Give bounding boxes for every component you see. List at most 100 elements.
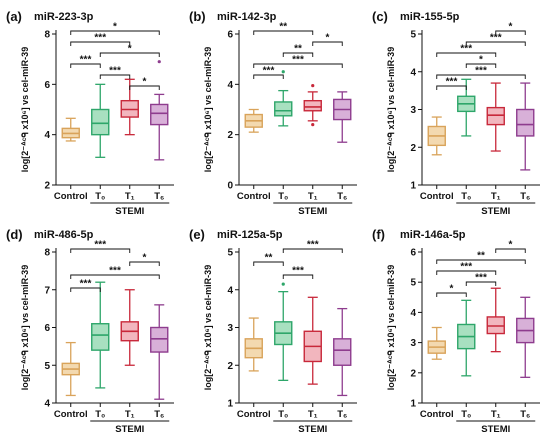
- box-iqr: [333, 338, 352, 366]
- group-label: STEMI: [298, 424, 327, 435]
- significance-label: ***: [475, 273, 487, 284]
- box-1: [61, 117, 80, 142]
- box-1: [427, 326, 446, 360]
- significance-label: ***: [94, 240, 106, 251]
- x-tick-label: T₆: [520, 191, 530, 202]
- chart-svg: (a) miR-223-3p log[2⁻ᐞᶜᑫ x10⁶] vs cel-miR-…: [6, 9, 174, 217]
- bracket-line: [495, 248, 526, 253]
- box-iqr: [150, 326, 169, 353]
- box-iqr: [486, 106, 505, 126]
- box-3: [120, 78, 139, 136]
- group-label: STEMI: [115, 424, 144, 435]
- box-iqr: [516, 108, 535, 137]
- outlier-point: [281, 70, 285, 74]
- significance-label: ***: [292, 55, 304, 66]
- y-axis-label: log[2⁻ᐞᶜᑫ x10⁶] vs cel-miR-39: [386, 47, 396, 172]
- x-tick-label: Control: [237, 409, 271, 420]
- box-2: [91, 83, 110, 158]
- x-tick-label: Control: [237, 191, 271, 202]
- box-2: [274, 282, 293, 382]
- y-tick-label: 5: [410, 30, 416, 41]
- x-tick-label: T₁: [308, 409, 318, 420]
- significance-bracket: *: [436, 284, 467, 297]
- outlier-point: [157, 60, 161, 64]
- bracket-line: [436, 292, 467, 297]
- significance-bracket: ***: [70, 55, 101, 68]
- x-tick-label: Control: [54, 191, 88, 202]
- y-tick-label: 2: [410, 143, 416, 154]
- y-axis-label: log[2⁻ᐞᶜᑫ x10⁶] vs cel-miR-39: [20, 265, 30, 390]
- box-1: [61, 341, 80, 397]
- bracket-line: [465, 281, 497, 286]
- group-label: STEMI: [115, 206, 144, 217]
- bracket-line: [436, 270, 497, 275]
- chart-panel-5: (e) miR-125a-5p log[2⁻ᐞᶜᑫ x10⁶] vs cel-miR…: [183, 218, 366, 436]
- bracket-line: [436, 74, 526, 79]
- y-tick-label: 0: [227, 181, 233, 192]
- y-tick-label: 1: [410, 181, 416, 192]
- significance-label: *: [479, 55, 483, 66]
- significance-label: **: [279, 22, 287, 33]
- x-tick-label: T₆: [337, 409, 347, 420]
- x-tick-label: Control: [54, 409, 88, 420]
- significance-bracket: *: [495, 240, 526, 253]
- chart-title: miR-155-5p: [400, 11, 460, 23]
- significance-bracket: **: [253, 253, 284, 266]
- significance-bracket: ***: [282, 266, 314, 279]
- significance-label: *: [326, 33, 330, 44]
- significance-label: ***: [292, 266, 304, 277]
- box-2: [274, 70, 293, 127]
- x-tick-label: T₀: [278, 191, 288, 202]
- y-tick-label: 6: [227, 30, 233, 41]
- significance-bracket: ***: [99, 66, 131, 79]
- x-tick-label: T₆: [337, 191, 347, 202]
- y-tick-label: 3: [410, 338, 416, 349]
- bracket-line: [465, 63, 497, 68]
- y-axis-label: log[2⁻ᐞᶜᑫ x10⁶] vs cel-miR-39: [203, 47, 213, 172]
- x-tick-label: Control: [420, 191, 454, 202]
- y-tick-label: 4: [227, 80, 233, 91]
- significance-bracket: *: [129, 253, 160, 266]
- bracket-line: [253, 74, 284, 79]
- chart-title: miR-125a-5p: [217, 229, 283, 241]
- box-1: [427, 116, 446, 156]
- x-tick-label: T₆: [520, 409, 530, 420]
- significance-label: ***: [307, 240, 319, 251]
- y-tick-label: 6: [44, 323, 50, 334]
- x-tick-label: T₆: [154, 409, 164, 420]
- y-tick-label: 4: [410, 308, 416, 319]
- significance-bracket: *: [495, 22, 526, 35]
- significance-label: ***: [446, 77, 458, 88]
- significance-label: **: [265, 253, 273, 264]
- chart-title: miR-142-3p: [217, 11, 277, 23]
- bracket-line: [70, 274, 160, 279]
- y-tick-label: 6: [410, 248, 416, 259]
- significance-bracket: ***: [465, 273, 497, 286]
- y-tick-label: 3: [227, 323, 233, 334]
- box-2: [91, 281, 110, 389]
- y-tick-label: 8: [44, 248, 50, 259]
- significance-label: *: [113, 22, 117, 33]
- x-tick-label: T₆: [154, 191, 164, 202]
- y-tick-label: 2: [44, 181, 50, 192]
- significance-bracket: ***: [70, 266, 160, 279]
- bracket-line: [253, 261, 284, 266]
- bracket-line: [282, 274, 314, 279]
- bracket-line: [465, 41, 526, 46]
- significance-bracket: ***: [282, 240, 343, 253]
- box-1: [244, 317, 263, 372]
- box-2: [457, 299, 476, 377]
- significance-bracket: ***: [253, 55, 343, 68]
- bracket-line: [495, 30, 526, 35]
- y-tick-label: 4: [44, 130, 50, 141]
- chart-svg: (e) miR-125a-5p log[2⁻ᐞᶜᑫ x10⁶] vs cel-miR…: [189, 227, 357, 435]
- significance-label: *: [450, 284, 454, 295]
- significance-label: *: [143, 77, 147, 88]
- significance-label: ***: [460, 262, 472, 273]
- x-tick-label: T₀: [95, 409, 105, 420]
- significance-bracket: *: [70, 22, 160, 35]
- bracket-line: [99, 52, 160, 57]
- bracket-line: [70, 248, 131, 253]
- significance-bracket: ***: [70, 279, 101, 292]
- bracket-line: [436, 259, 526, 264]
